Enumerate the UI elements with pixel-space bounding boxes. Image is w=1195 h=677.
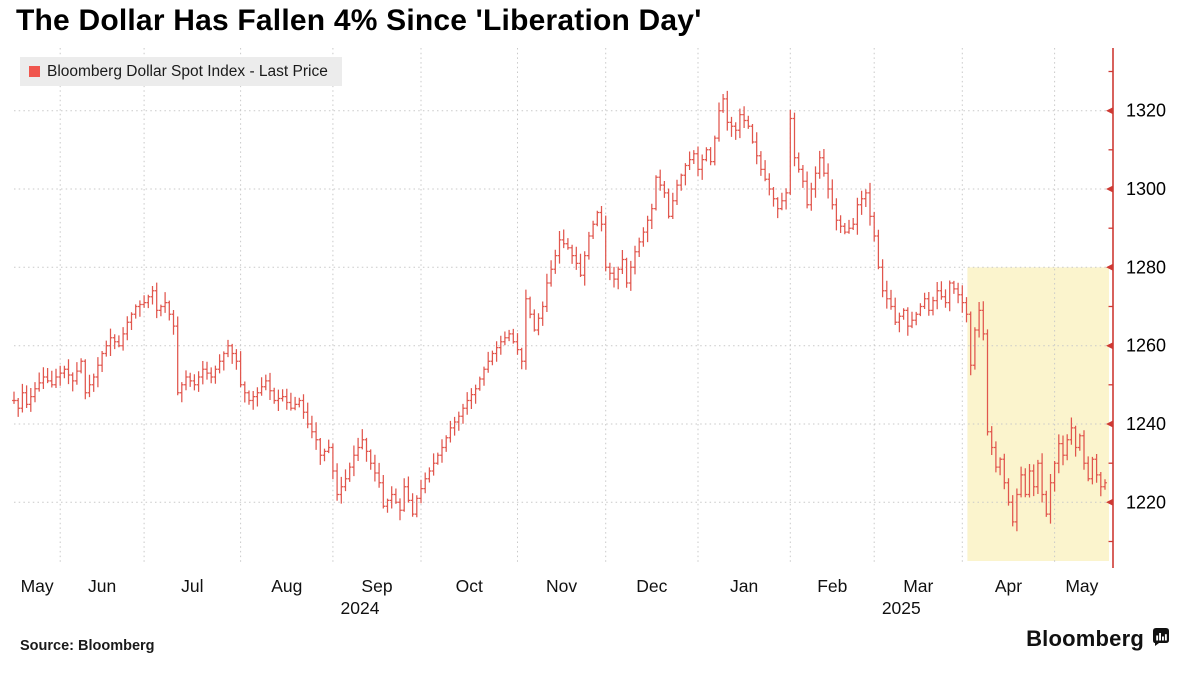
svg-text:Jun: Jun: [88, 576, 116, 596]
svg-text:1260: 1260: [1126, 336, 1166, 356]
chart-title: The Dollar Has Fallen 4% Since 'Liberati…: [16, 4, 702, 37]
svg-text:Jul: Jul: [181, 576, 203, 596]
time-axis-labels: May Jun Jul Aug Sep Oct Nov Dec Jan Feb Mar Apr May 2…: [21, 576, 1099, 618]
chart-legend: Bloomberg Dollar Spot Index - Last Price: [20, 57, 342, 86]
price-axis: 1220 1240 1260 1280 1300 1320: [1106, 48, 1166, 568]
legend-swatch-icon: [29, 66, 40, 77]
svg-text:May: May: [21, 576, 54, 596]
svg-text:1220: 1220: [1126, 492, 1166, 512]
svg-text:1240: 1240: [1126, 414, 1166, 434]
bloomberg-wordmark: Bloomberg: [1026, 626, 1144, 651]
svg-text:Oct: Oct: [456, 576, 483, 596]
price-bars: [12, 90, 1107, 532]
source-attribution: Source: Bloomberg: [20, 638, 155, 654]
svg-text:Jan: Jan: [730, 576, 758, 596]
gridlines: [14, 48, 1113, 565]
bloomberg-terminal-icon: [1151, 627, 1171, 652]
svg-text:Mar: Mar: [903, 576, 933, 596]
bloomberg-brand: Bloomberg: [1026, 626, 1171, 652]
svg-text:1320: 1320: [1126, 101, 1166, 121]
svg-text:2025: 2025: [882, 598, 921, 618]
svg-text:Sep: Sep: [361, 576, 392, 596]
svg-text:Nov: Nov: [546, 576, 577, 596]
svg-text:Feb: Feb: [817, 576, 847, 596]
svg-text:Dec: Dec: [636, 576, 667, 596]
svg-text:May: May: [1065, 576, 1098, 596]
svg-text:1280: 1280: [1126, 257, 1166, 277]
svg-text:1300: 1300: [1126, 179, 1166, 199]
svg-text:Aug: Aug: [271, 576, 302, 596]
legend-label: Bloomberg Dollar Spot Index - Last Price: [47, 62, 328, 80]
svg-text:2024: 2024: [341, 598, 380, 618]
liberation-day-highlight: [967, 267, 1109, 561]
svg-text:Apr: Apr: [995, 576, 1022, 596]
